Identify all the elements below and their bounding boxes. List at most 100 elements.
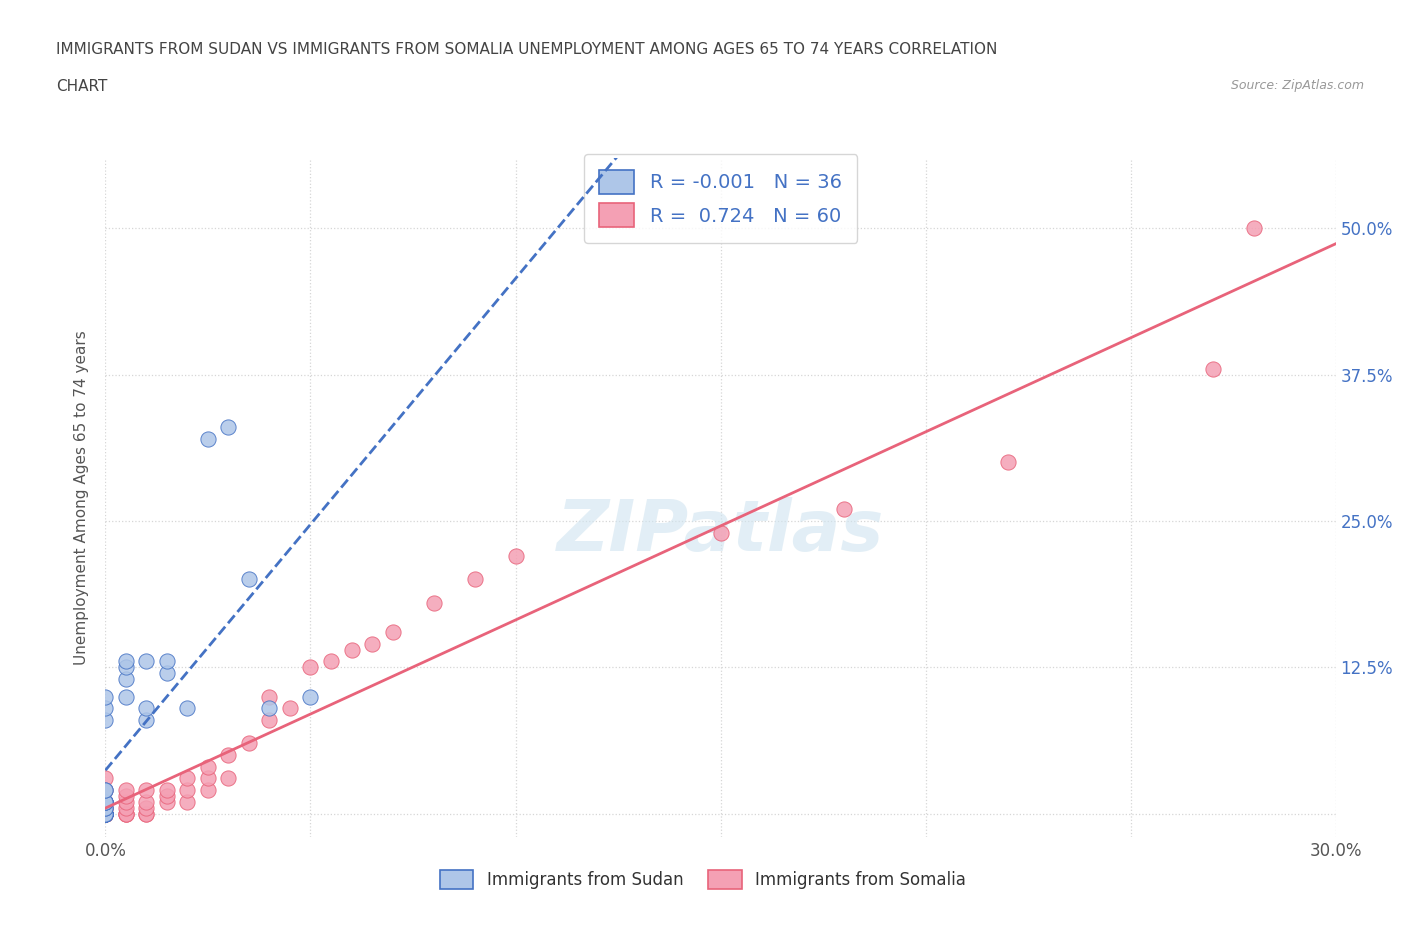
Point [218, 748, 240, 763]
Point [94, 806, 117, 821]
Point [94, 794, 117, 809]
Point [115, 806, 138, 821]
Point [94, 701, 117, 716]
Point [464, 572, 486, 587]
Point [259, 712, 281, 727]
Text: ZIPatlas: ZIPatlas [557, 497, 884, 566]
Point [832, 502, 855, 517]
Point [94, 806, 117, 821]
Point [115, 783, 138, 798]
Point [197, 759, 219, 774]
Point [94, 806, 117, 821]
Point [156, 794, 179, 809]
Point [94, 806, 117, 821]
Point [94, 712, 117, 727]
Point [135, 654, 157, 669]
Y-axis label: Unemployment Among Ages 65 to 74 years: Unemployment Among Ages 65 to 74 years [75, 330, 90, 665]
Point [94, 801, 117, 816]
Text: Source: ZipAtlas.com: Source: ZipAtlas.com [1230, 79, 1364, 92]
Point [94, 806, 117, 821]
Point [361, 636, 384, 651]
Point [94, 806, 117, 821]
Point [197, 432, 219, 446]
Point [94, 794, 117, 809]
Legend: R = -0.001   N = 36, R =  0.724   N = 60: R = -0.001 N = 36, R = 0.724 N = 60 [583, 154, 858, 243]
Point [176, 794, 198, 809]
Point [176, 783, 198, 798]
Point [94, 806, 117, 821]
Point [94, 806, 117, 821]
Point [94, 806, 117, 821]
Point [1243, 221, 1265, 236]
Point [319, 654, 342, 669]
Point [381, 625, 404, 640]
Point [135, 783, 157, 798]
Point [259, 689, 281, 704]
Point [115, 794, 138, 809]
Point [94, 794, 117, 809]
Point [422, 595, 444, 610]
Point [94, 806, 117, 821]
Point [94, 806, 117, 821]
Point [94, 801, 117, 816]
Point [135, 801, 157, 816]
Point [94, 806, 117, 821]
Point [156, 789, 179, 804]
Point [94, 801, 117, 816]
Point [238, 572, 260, 587]
Point [94, 806, 117, 821]
Point [115, 671, 138, 686]
Point [94, 806, 117, 821]
Point [156, 783, 179, 798]
Point [94, 794, 117, 809]
Point [115, 654, 138, 669]
Point [115, 660, 138, 675]
Point [94, 794, 117, 809]
Point [94, 806, 117, 821]
Point [94, 806, 117, 821]
Point [135, 712, 157, 727]
Text: IMMIGRANTS FROM SUDAN VS IMMIGRANTS FROM SOMALIA UNEMPLOYMENT AMONG AGES 65 TO 7: IMMIGRANTS FROM SUDAN VS IMMIGRANTS FROM… [56, 42, 998, 57]
Point [218, 771, 240, 786]
Point [340, 643, 363, 658]
Point [299, 660, 322, 675]
Point [94, 689, 117, 704]
Point [94, 806, 117, 821]
Point [115, 689, 138, 704]
Point [278, 701, 301, 716]
Point [94, 806, 117, 821]
Point [94, 794, 117, 809]
Point [197, 771, 219, 786]
Point [94, 801, 117, 816]
Point [997, 455, 1019, 470]
Point [94, 806, 117, 821]
Point [176, 771, 198, 786]
Point [94, 806, 117, 821]
Point [94, 806, 117, 821]
Point [135, 806, 157, 821]
Point [115, 806, 138, 821]
Point [94, 806, 117, 821]
Point [259, 701, 281, 716]
Point [94, 783, 117, 798]
Point [135, 806, 157, 821]
Point [115, 806, 138, 821]
Point [115, 801, 138, 816]
Point [94, 771, 117, 786]
Point [94, 783, 117, 798]
Point [218, 419, 240, 434]
Legend: Immigrants from Sudan, Immigrants from Somalia: Immigrants from Sudan, Immigrants from S… [433, 863, 973, 896]
Text: CHART: CHART [56, 79, 108, 94]
Point [1202, 362, 1225, 377]
Point [299, 689, 322, 704]
Point [238, 736, 260, 751]
Point [710, 525, 733, 540]
Point [176, 701, 198, 716]
Point [197, 783, 219, 798]
Point [115, 789, 138, 804]
Point [94, 806, 117, 821]
Point [135, 701, 157, 716]
Point [94, 783, 117, 798]
Point [135, 794, 157, 809]
Point [156, 666, 179, 681]
